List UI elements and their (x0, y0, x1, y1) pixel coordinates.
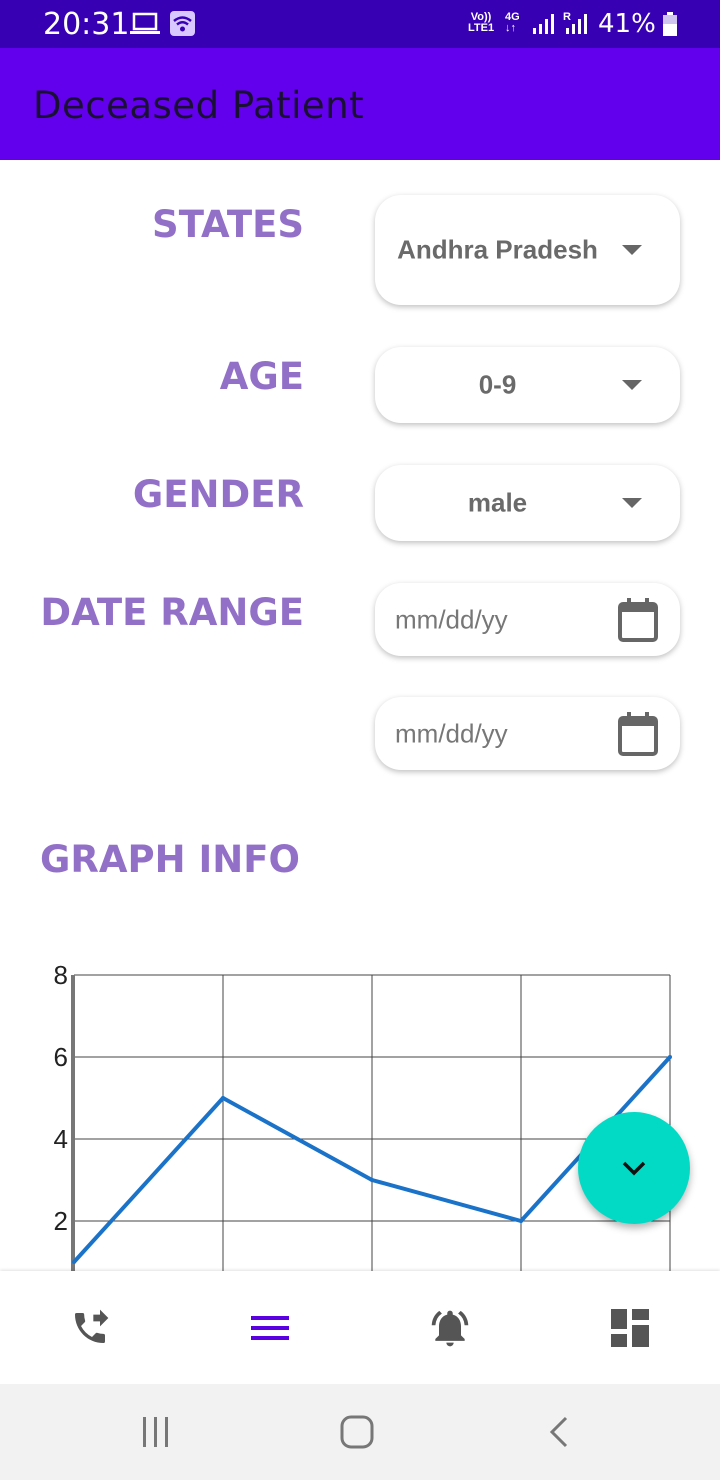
home-button[interactable] (297, 1384, 417, 1480)
back-button[interactable] (499, 1384, 619, 1480)
y-tick-label: 2 (54, 1206, 68, 1236)
calendar-icon[interactable] (618, 597, 658, 642)
svg-text:R: R (563, 11, 571, 23)
data-point (370, 1178, 374, 1182)
app-bar: Deceased Patient (0, 48, 720, 160)
battery-percent: 41% (598, 9, 656, 39)
phone-forward-icon (75, 1309, 109, 1343)
data-point (668, 1055, 672, 1059)
data-point (221, 1096, 225, 1100)
dropdown-arrow-icon (622, 245, 642, 255)
recent-apps-icon (143, 1417, 168, 1447)
graph-title: GRAPH INFO (40, 838, 300, 881)
scroll-down-button[interactable] (578, 1112, 690, 1224)
y-tick-label: 6 (54, 1042, 68, 1072)
back-icon (549, 1416, 568, 1448)
data-point (519, 1219, 523, 1223)
states-label: STATES (152, 203, 304, 246)
page-title: Deceased Patient (33, 84, 365, 127)
data-point (72, 1260, 76, 1264)
nav-item-menu[interactable] (180, 1271, 360, 1384)
y-tick-label: 8 (54, 960, 68, 990)
battery-icon (663, 12, 677, 36)
status-bar: 20:31 Vo)) LTE1 4G ↓↑ R 41% (0, 0, 720, 48)
states-dropdown[interactable]: Andhra Pradesh (375, 195, 680, 305)
wifi-icon (170, 11, 195, 36)
line-chart: 2 4 6 8 (54, 960, 672, 1271)
signal-roaming-icon: R (563, 11, 587, 34)
calendar-icon[interactable] (618, 711, 658, 756)
date-range-label: DATE RANGE (40, 591, 304, 634)
age-value: 0-9 (478, 369, 517, 400)
dropdown-arrow-icon (622, 498, 642, 508)
network-type: 4G ↓↑ (505, 11, 520, 34)
age-dropdown[interactable]: 0-9 (375, 347, 680, 423)
laptop-icon (130, 12, 160, 34)
start-date-input[interactable] (395, 604, 595, 635)
menu-icon (251, 1315, 289, 1340)
nav-item-dashboard[interactable] (540, 1271, 720, 1384)
states-value: Andhra Pradesh (397, 234, 598, 265)
volte-indicator: Vo)) LTE1 (468, 11, 495, 34)
gender-dropdown[interactable]: male (375, 465, 680, 541)
y-tick-label: 4 (54, 1124, 68, 1154)
nav-item-calls[interactable] (0, 1271, 180, 1384)
nav-item-alerts[interactable] (360, 1271, 540, 1384)
gender-label: GENDER (132, 473, 304, 516)
end-date-field[interactable] (375, 697, 680, 770)
bell-ringing-icon (431, 1310, 469, 1346)
system-navigation-bar (0, 1384, 720, 1480)
status-time: 20:31 (43, 7, 130, 42)
signal-icon (533, 14, 554, 34)
dropdown-arrow-icon (622, 380, 642, 390)
age-label: AGE (219, 355, 304, 398)
dashboard-icon (611, 1308, 649, 1347)
home-icon (340, 1415, 374, 1449)
bottom-navigation (0, 1271, 720, 1384)
chevron-down-icon (622, 1161, 646, 1176)
gender-value: male (467, 487, 528, 518)
start-date-field[interactable] (375, 583, 680, 656)
end-date-input[interactable] (395, 718, 595, 749)
recent-apps-button[interactable] (96, 1384, 216, 1480)
